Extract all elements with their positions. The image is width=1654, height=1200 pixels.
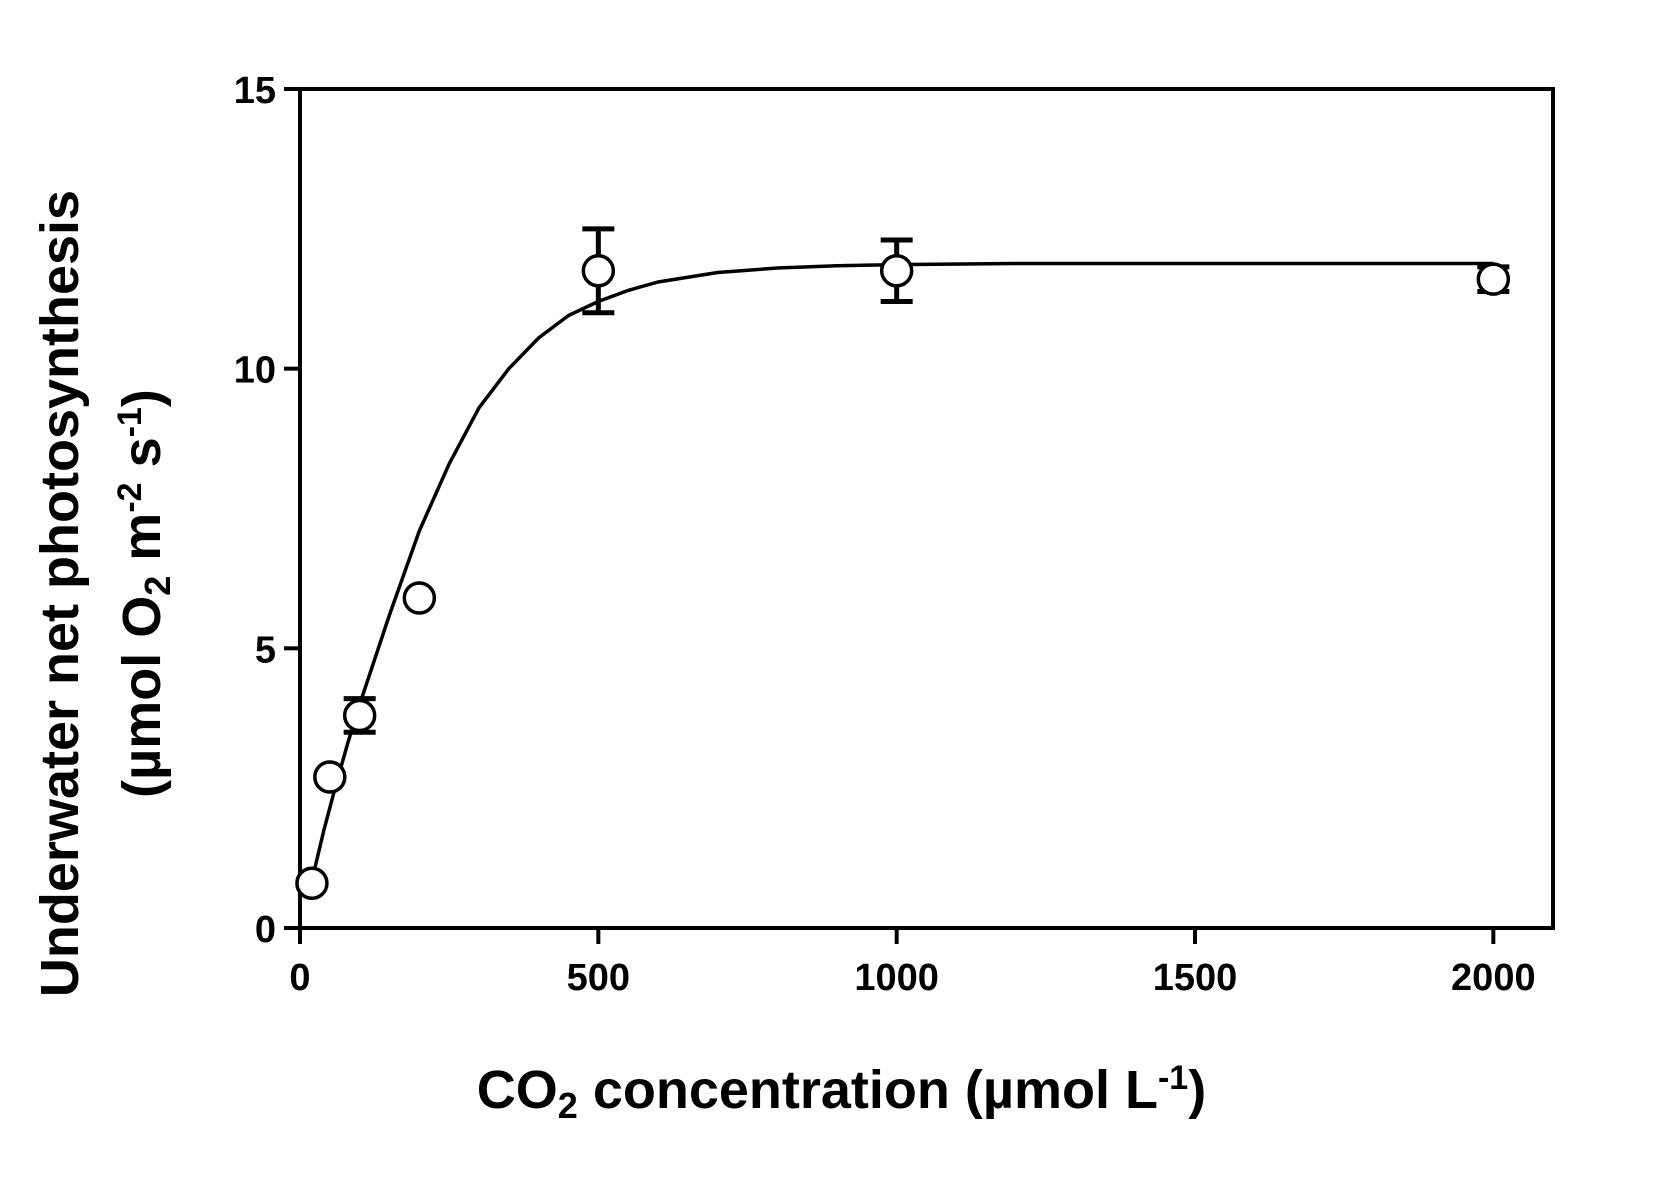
plot-border bbox=[298, 87, 1555, 930]
data-point bbox=[313, 760, 347, 794]
point-marker bbox=[295, 866, 329, 901]
y-tick-label: 0 bbox=[255, 909, 276, 951]
data-point bbox=[1476, 262, 1511, 296]
fit-curve-layer bbox=[310, 261, 1494, 881]
x-axis-title: CO2 concentration (µmol L-1) bbox=[477, 1059, 1206, 1126]
data-point bbox=[879, 237, 914, 305]
x-tick-label: 2000 bbox=[1451, 957, 1536, 999]
x-axis: 0 500 1000 1500 2000 bbox=[289, 928, 1536, 999]
x-tick-label: 500 bbox=[567, 957, 630, 999]
y-axis: 0 5 10 15 bbox=[234, 70, 300, 951]
x-tick-label: 1000 bbox=[854, 957, 939, 999]
y-tick-label: 15 bbox=[234, 70, 276, 112]
point-marker bbox=[313, 760, 347, 794]
point-marker bbox=[342, 698, 377, 733]
data-point bbox=[295, 866, 329, 901]
data-points bbox=[295, 226, 1511, 901]
point-marker bbox=[581, 254, 616, 288]
x-tick-label: 0 bbox=[289, 957, 310, 999]
y-tick-label: 5 bbox=[255, 629, 276, 671]
y-axis-title-line2: (µmol O2 m-2 s-1) bbox=[111, 389, 178, 798]
point-marker bbox=[1476, 262, 1511, 296]
y-axis-title: Underwater net photosynthesis (µmol O2 m… bbox=[30, 190, 178, 997]
data-point bbox=[342, 696, 377, 735]
plot-frame bbox=[298, 87, 1555, 930]
data-point bbox=[402, 581, 437, 615]
fit-curve bbox=[310, 261, 1494, 881]
data-point bbox=[581, 226, 616, 316]
y-tick-label: 10 bbox=[234, 350, 276, 392]
point-marker bbox=[402, 581, 437, 615]
x-tick-label: 1500 bbox=[1153, 957, 1238, 999]
y-axis-title-line1: Underwater net photosynthesis bbox=[30, 190, 90, 997]
point-marker bbox=[879, 254, 914, 288]
